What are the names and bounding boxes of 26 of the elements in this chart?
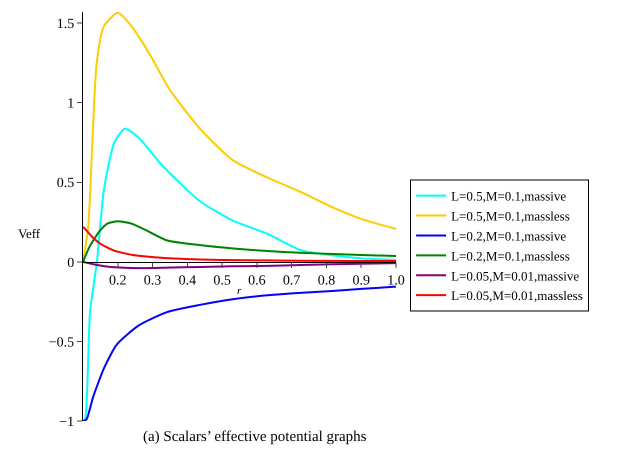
legend-label: L=0.2,M=0.1,massive [451,228,566,244]
legend-label: L=0.05,M=0.01,massless [451,288,583,304]
y-axis-title: Veff [18,226,41,241]
legend-label: L=0.2,M=0.1,massless [451,248,570,264]
text: (a) Scalars’ effective potential graphs [143,429,367,445]
line-series [83,286,396,421]
y-tick-label: 1 [67,96,74,112]
x-tick-label: 0.4 [178,274,196,289]
y-tick-label: 0.5 [56,176,74,192]
legend-label: L=0.5,M=0.1,massless [451,208,570,224]
y-tick-label: 1.5 [56,17,74,32]
line-series [83,260,396,270]
x-tick-label: 0.6 [248,274,266,289]
x-tick-label: 0.5 [213,274,231,289]
x-tick-label: 0.2 [109,274,127,289]
x-tick-label: 1.0 [387,274,405,289]
x-tick-label: 0.9 [352,274,370,289]
legend-label: L=0.05,M=0.01,massive [451,268,580,284]
x-tick-label: 0.8 [318,274,336,289]
legend-label: L=0.5,M=0.1,massive [451,188,566,204]
y-tick-label: −0.5 [48,335,74,350]
x-axis-title: r [237,285,242,297]
y-tick-label: 0 [67,256,74,271]
y-tick-label: −1 [59,414,74,430]
x-tick-label: 0.7 [282,274,300,289]
x-tick-label: 0.3 [144,274,162,289]
